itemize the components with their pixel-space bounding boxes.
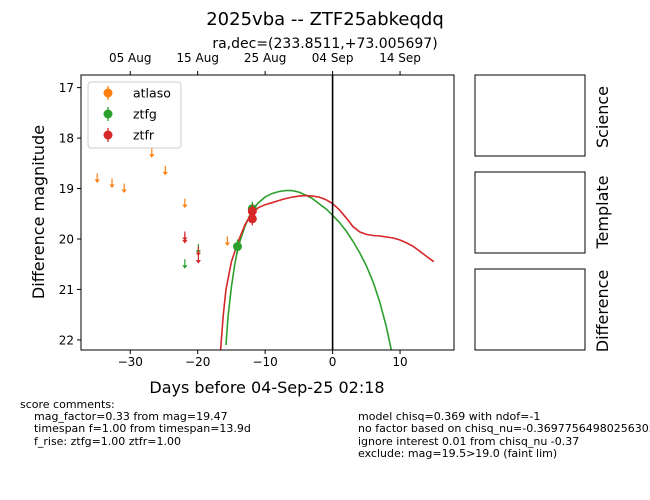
comment-right-2: ignore interest 0.01 from chisq_nu -0.37 xyxy=(358,435,580,448)
legend-entry-ztfg: ztfg xyxy=(103,107,157,122)
upper-limit-atlaso-6 xyxy=(224,236,230,247)
detection-ztfr-1 xyxy=(247,212,257,226)
y-tick-label-5: 22 xyxy=(59,333,74,347)
upper-limit-atlaso-5 xyxy=(182,198,188,209)
science-panel xyxy=(474,74,586,157)
y-tick-label-4: 21 xyxy=(59,283,74,297)
upper-limit-atlaso-2 xyxy=(121,183,127,194)
upper-limit-atlaso-3 xyxy=(149,148,155,158)
top-tick-label-3: 04 Sep xyxy=(312,51,354,65)
legend: atlaso ztfg ztfr xyxy=(87,81,182,149)
model-comments: model chisq=0.369 with ndof=-1 no factor… xyxy=(358,0,650,500)
y-tick-label-1: 18 xyxy=(59,132,74,146)
top-tick-label-4: 14 Sep xyxy=(379,51,421,65)
top-tick-label-2: 25 Aug xyxy=(244,51,287,65)
y-tick-label-0: 17 xyxy=(59,81,74,95)
y-tick-label-3: 20 xyxy=(59,232,74,246)
x-tick-label-4: 10 xyxy=(392,355,407,369)
upper-limit-atlaso-4 xyxy=(162,165,168,176)
upper-limit-ztfr-1 xyxy=(182,233,188,244)
x-tick-label-0: −30 xyxy=(118,355,143,369)
legend-entry-atlaso: atlaso xyxy=(103,86,171,101)
upper-limit-ztfg-0 xyxy=(182,259,188,269)
chart-title: 2025vba -- ZTF25abkeqdq xyxy=(206,9,444,30)
comment-left-1: mag_factor=0.33 from mag=19.47 xyxy=(20,410,228,423)
x-tick-label-2: −10 xyxy=(252,355,277,369)
cutout-panels: Science Template Difference xyxy=(474,74,612,352)
template-panel xyxy=(474,171,586,254)
comment-right-1: no factor based on chisq_nu=-0.369775649… xyxy=(358,422,650,435)
legend-entry-ztfr: ztfr xyxy=(103,128,155,143)
top-tick-label-0: 05 Aug xyxy=(109,51,152,65)
legend-label-atlaso: atlaso xyxy=(133,86,171,101)
science-panel-label: Science xyxy=(593,86,612,148)
x-tick-label-3: 0 xyxy=(329,355,337,369)
comment-left-2: timespan f=1.00 from timespan=13.9d xyxy=(20,422,251,435)
model-curve-0 xyxy=(225,189,393,350)
difference-panel xyxy=(474,268,586,351)
legend-label-ztfg: ztfg xyxy=(133,107,157,122)
comment-right-0: model chisq=0.369 with ndof=-1 xyxy=(358,410,541,423)
chart-subtitle: ra,dec=(233.8511,+73.005697) xyxy=(212,36,437,52)
comment-left-0: score comments: xyxy=(20,398,115,411)
x-tick-label-1: −20 xyxy=(185,355,210,369)
y-axis-label: Difference magnitude xyxy=(29,125,48,299)
comment-left-3: f_rise: ztfg=1.00 ztfr=1.00 xyxy=(20,435,181,448)
detection-ztfg-0 xyxy=(232,239,242,254)
comment-right-3: exclude: mag=19.5>19.0 (faint lim) xyxy=(358,447,558,460)
plot-frame xyxy=(80,74,455,351)
y-tick-label-2: 19 xyxy=(59,182,74,196)
upper-limit-ztfr-3 xyxy=(195,254,201,264)
x-axis-label: Days before 04-Sep-25 02:18 xyxy=(149,378,384,397)
top-tick-label-1: 15 Aug xyxy=(176,51,219,65)
template-panel-label: Template xyxy=(593,175,612,249)
legend-label-ztfr: ztfr xyxy=(133,128,155,143)
upper-limit-atlaso-1 xyxy=(109,178,115,188)
upper-limit-atlaso-0 xyxy=(94,173,100,183)
difference-panel-label: Difference xyxy=(593,270,612,352)
